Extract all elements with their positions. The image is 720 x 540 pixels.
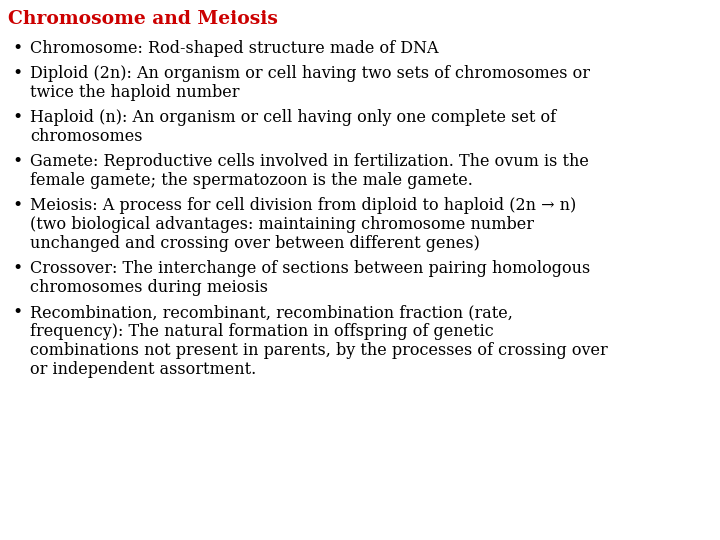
Text: •: • [12,304,22,321]
Text: Chromosome: Rod-shaped structure made of DNA: Chromosome: Rod-shaped structure made of… [30,40,438,57]
Text: combinations not present in parents, by the processes of crossing over: combinations not present in parents, by … [30,342,608,359]
Text: •: • [12,65,22,82]
Text: Haploid (n): An organism or cell having only one complete set of: Haploid (n): An organism or cell having … [30,109,556,126]
Text: chromosomes during meiosis: chromosomes during meiosis [30,279,268,296]
Text: Chromosome and Meiosis: Chromosome and Meiosis [8,10,278,28]
Text: frequency): The natural formation in offspring of genetic: frequency): The natural formation in off… [30,323,494,340]
Text: Meiosis: A process for cell division from diploid to haploid (2n → n): Meiosis: A process for cell division fro… [30,197,576,214]
Text: or independent assortment.: or independent assortment. [30,361,256,378]
Text: •: • [12,153,22,170]
Text: Crossover: The interchange of sections between pairing homologous: Crossover: The interchange of sections b… [30,260,590,277]
Text: •: • [12,40,22,57]
Text: Diploid (2n): An organism or cell having two sets of chromosomes or: Diploid (2n): An organism or cell having… [30,65,590,82]
Text: •: • [12,260,22,277]
Text: Gamete: Reproductive cells involved in fertilization. The ovum is the: Gamete: Reproductive cells involved in f… [30,153,589,170]
Text: unchanged and crossing over between different genes): unchanged and crossing over between diff… [30,235,480,252]
Text: Recombination, recombinant, recombination fraction (rate,: Recombination, recombinant, recombinatio… [30,304,513,321]
Text: chromosomes: chromosomes [30,128,143,145]
Text: female gamete; the spermatozoon is the male gamete.: female gamete; the spermatozoon is the m… [30,172,473,189]
Text: •: • [12,197,22,214]
Text: twice the haploid number: twice the haploid number [30,84,240,101]
Text: •: • [12,109,22,126]
Text: (two biological advantages: maintaining chromosome number: (two biological advantages: maintaining … [30,216,534,233]
